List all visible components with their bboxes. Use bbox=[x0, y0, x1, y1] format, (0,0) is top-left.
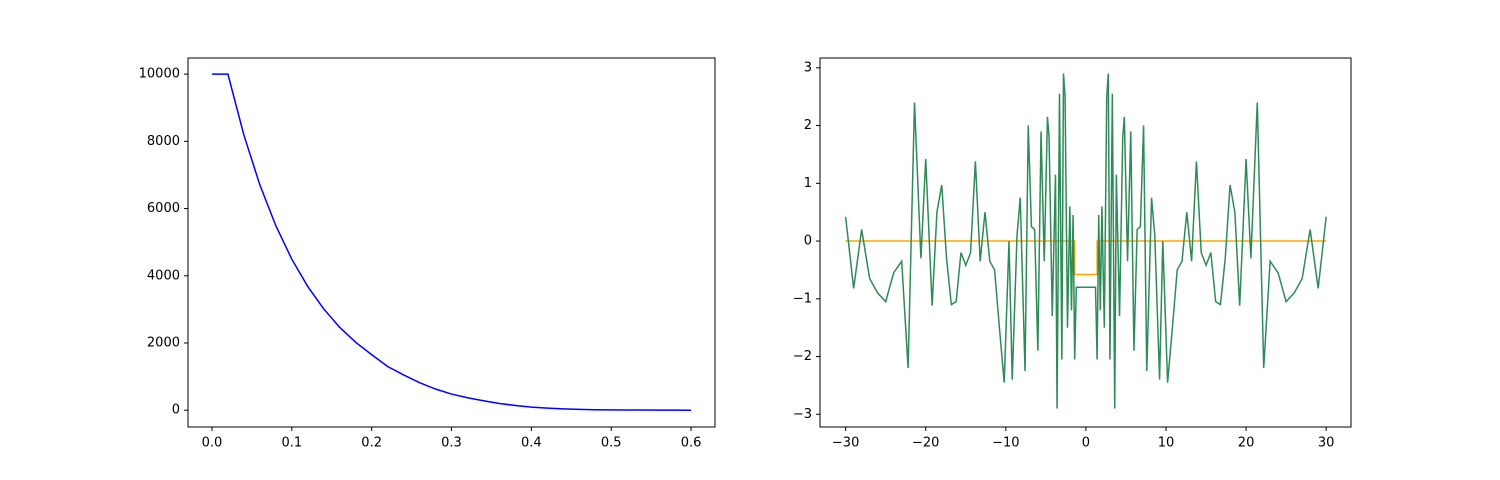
y-tick-label: −2 bbox=[793, 349, 812, 364]
x-tick-label: −10 bbox=[992, 436, 1019, 451]
axes-frame bbox=[819, 57, 1352, 428]
y-tick-label: 0 bbox=[172, 403, 180, 418]
y-tick-label: 3 bbox=[804, 60, 812, 75]
data-line bbox=[211, 73, 692, 411]
data-line bbox=[844, 73, 1327, 409]
x-tick-label: 0.4 bbox=[521, 436, 542, 451]
axes-frame bbox=[187, 57, 716, 428]
x-tick-label: 20 bbox=[1238, 436, 1255, 451]
x-tick-label: 0.3 bbox=[441, 436, 462, 451]
data-line bbox=[845, 240, 1327, 276]
y-tick-label: 2000 bbox=[147, 335, 180, 350]
x-tick-label: 10 bbox=[1158, 436, 1175, 451]
x-tick-label: 0 bbox=[1082, 436, 1090, 451]
x-tick-label: 30 bbox=[1318, 436, 1335, 451]
y-tick-label: −3 bbox=[793, 407, 812, 422]
x-tick-label: −20 bbox=[912, 436, 939, 451]
x-tick-label: 0.0 bbox=[202, 436, 223, 451]
y-tick-label: 8000 bbox=[147, 134, 180, 149]
x-tick-label: 0.5 bbox=[601, 436, 622, 451]
y-tick-label: 1 bbox=[804, 176, 812, 191]
x-tick-label: −30 bbox=[832, 436, 859, 451]
y-tick-label: 2 bbox=[804, 118, 812, 133]
y-tick-label: −1 bbox=[793, 291, 812, 306]
x-tick-label: 0.1 bbox=[281, 436, 302, 451]
x-tick-label: 0.2 bbox=[361, 436, 382, 451]
y-tick-label: 6000 bbox=[147, 201, 180, 216]
y-tick-label: 10000 bbox=[139, 67, 180, 82]
x-tick-label: 0.6 bbox=[681, 436, 702, 451]
y-tick-label: 0 bbox=[804, 234, 812, 249]
y-tick-label: 4000 bbox=[147, 268, 180, 283]
